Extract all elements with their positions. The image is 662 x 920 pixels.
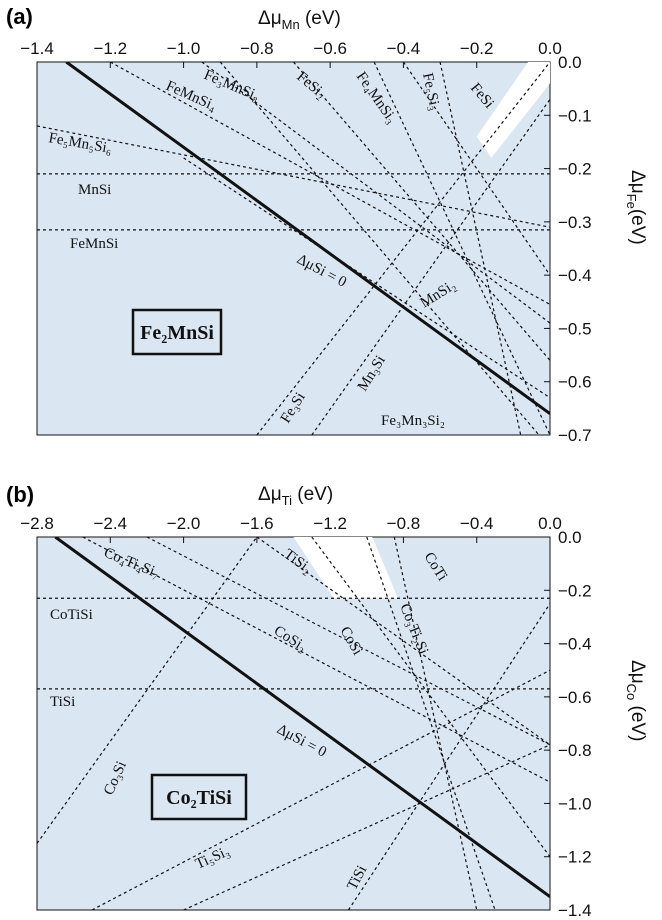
panel-b-y-ticks: 0.0 −0.2 −0.4 −0.6 −0.8 −1.0 −1.2 −1.4 — [544, 528, 592, 920]
y-tick-label: −1.2 — [558, 848, 592, 867]
boundary-line-fesi — [402, 62, 550, 276]
x-tick-label: −2.8 — [20, 514, 54, 533]
panel-a-x-axis-title: ΔμMn (eV) — [258, 8, 341, 32]
boundary-line-fe3mn3si2 — [219, 62, 540, 435]
panel-b-x-axis-title: ΔμTi (eV) — [258, 484, 333, 508]
x-tick-label: −1.2 — [313, 514, 347, 533]
line-label-cotisi: CoTiSi — [50, 607, 93, 623]
line-label-tisi: TiSi — [50, 694, 75, 710]
x-tick-label: −1.0 — [167, 39, 201, 58]
x-tick-label: −2.0 — [167, 514, 201, 533]
boundary-line-fe3mnsi8 — [201, 62, 550, 324]
line-label-fe5si3: Fe₅Si₃ — [419, 72, 443, 112]
panel-b: (b) ΔμTi (eV) ΔμCo (eV) −2.8 −2.4 −2.0 −1.6… — [6, 482, 648, 920]
y-tick-label: −0.8 — [558, 741, 592, 760]
x-tick-label: −0.4 — [387, 39, 421, 58]
stable-phase-box — [150, 773, 248, 821]
stable-phase-label: Co₂TiSi — [166, 787, 232, 809]
boundary-line-fe3si — [256, 62, 550, 435]
y-tick-label: −0.2 — [558, 581, 592, 600]
y-tick-label: −0.3 — [558, 213, 592, 232]
boundary-line-mnsi2 — [183, 157, 550, 399]
panel-b-y-axis-title: ΔμCo (eV) — [624, 660, 648, 741]
boundary-line-mn3si — [311, 98, 550, 435]
panel-b-letter: (b) — [6, 482, 34, 507]
boundary-line-cosi — [311, 537, 550, 858]
y-tick-label: −0.4 — [558, 635, 592, 654]
boundary-line-tisi_line — [347, 603, 550, 910]
zero-si-line — [65, 62, 550, 415]
x-tick-label: −0.8 — [240, 39, 274, 58]
stable-phase-box — [131, 308, 223, 356]
boundary-line-co3si — [37, 537, 258, 844]
line-label-fe3mn3si2: Fe₃Mn₃Si₂ — [381, 413, 445, 429]
y-tick-label: −0.6 — [558, 373, 592, 392]
line-label-femnsi: FeMnSi — [70, 236, 118, 252]
stable-phase-label: Fe₂MnSi — [140, 322, 214, 344]
y-tick-label: −0.4 — [558, 266, 592, 285]
y-tick-label: −1.0 — [558, 794, 592, 813]
y-tick-label: −0.2 — [558, 160, 592, 179]
unstable-white-region — [293, 537, 398, 599]
x-tick-label: −2.4 — [94, 514, 128, 533]
x-tick-label: −1.2 — [94, 39, 128, 58]
x-tick-label: −0.6 — [313, 39, 347, 58]
boundary-line-ti5si3 — [183, 744, 550, 910]
panel-a-y-axis-title: ΔμFe(eV) — [624, 170, 648, 245]
x-tick-label: −1.4 — [20, 39, 54, 58]
y-tick-label: −0.6 — [558, 688, 592, 707]
boundary-line-extra — [91, 669, 550, 910]
y-tick-label: −0.7 — [558, 426, 592, 445]
y-tick-label: −0.5 — [558, 319, 592, 338]
panel-a: (a) ΔμMn (eV) ΔμFe(eV) −1.4 −1.2 −1.0 −0.8−… — [6, 4, 648, 445]
panel-a-plot-area — [36, 61, 551, 436]
y-tick-label: −0.1 — [558, 106, 592, 125]
y-tick-label: 0.0 — [558, 528, 582, 547]
panel-b-plot-area — [36, 536, 551, 911]
x-tick-label: −0.2 — [460, 39, 494, 58]
boundary-line-fe5si3 — [439, 62, 522, 435]
panel-b-x-ticks: −2.8 −2.4 −2.0 −1.6 −1.2 −0.8 −0.4 0.0 — [20, 514, 562, 543]
zero-si-line — [54, 537, 550, 898]
boundary-line-co4ti4si7 — [82, 537, 550, 783]
boundary-line-fe4mnsi3 — [373, 62, 550, 435]
panel-a-y-ticks: 0.0 −0.1 −0.2 −0.3 −0.4 −0.5 −0.6 −0.7 — [544, 53, 592, 445]
x-tick-label: −1.6 — [240, 514, 274, 533]
x-tick-label: −0.8 — [387, 514, 421, 533]
y-tick-label: 0.0 — [558, 53, 582, 72]
x-tick-label: 0.0 — [538, 39, 562, 58]
y-tick-label: −1.4 — [558, 901, 592, 920]
panel-a-letter: (a) — [6, 4, 33, 29]
x-tick-label: 0.0 — [538, 514, 562, 533]
panel-a-x-ticks: −1.4 −1.2 −1.0 −0.8 −0.6 −0.4 −0.2 0.0 — [20, 39, 562, 68]
boundary-line-co3ti2si — [393, 537, 478, 910]
line-label-mnsi: MnSi — [78, 182, 111, 198]
x-tick-label: −0.4 — [460, 514, 494, 533]
